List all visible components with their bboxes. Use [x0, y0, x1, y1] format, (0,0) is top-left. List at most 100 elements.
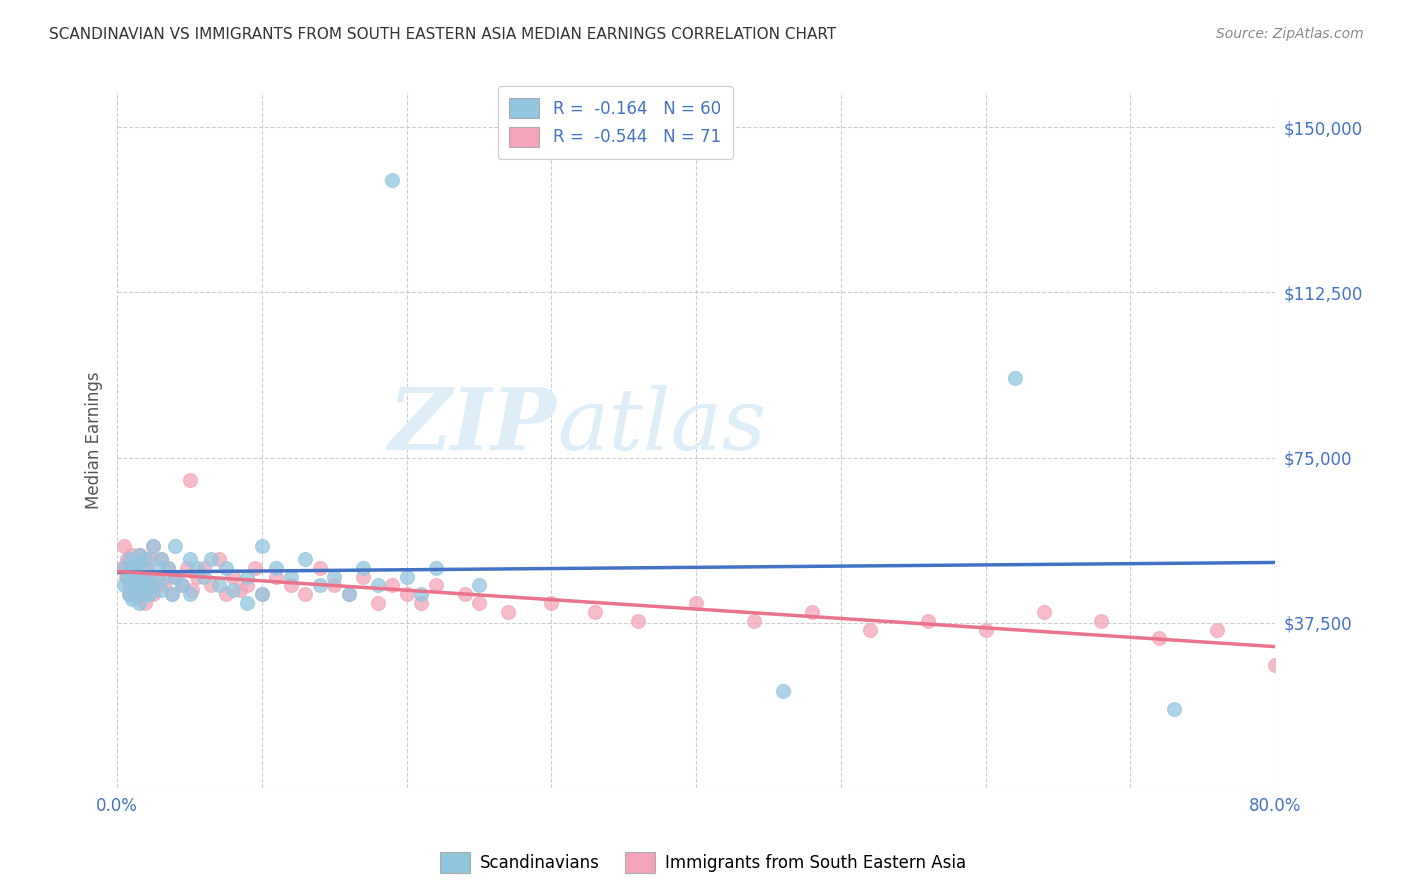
Point [160, 587, 183, 601]
Point [149, 582, 172, 597]
Point [152, 569, 174, 583]
Point [215, 587, 238, 601]
Point [112, 561, 135, 575]
Point [200, 578, 222, 592]
Point [124, 578, 146, 592]
Point [179, 587, 201, 601]
Point [152, 578, 174, 592]
Point [128, 574, 150, 588]
Point [266, 569, 288, 583]
Point [236, 596, 259, 610]
Point [294, 587, 316, 601]
Point [128, 596, 150, 610]
Point [1264, 657, 1286, 672]
Text: atlas: atlas [557, 384, 766, 467]
Point [134, 587, 156, 601]
Point [425, 578, 447, 592]
Y-axis label: Median Earnings: Median Earnings [86, 371, 103, 508]
Point [229, 582, 252, 597]
Point [127, 557, 149, 571]
Point [222, 582, 245, 597]
Point [142, 587, 165, 601]
Point [165, 569, 187, 583]
Point [138, 569, 160, 583]
Point [132, 561, 155, 575]
Point [801, 605, 824, 619]
Point [138, 578, 160, 592]
Point [142, 539, 165, 553]
Point [121, 548, 143, 562]
Point [120, 574, 142, 588]
Point [179, 473, 201, 487]
Point [115, 569, 138, 583]
Point [142, 578, 165, 592]
Point [134, 596, 156, 610]
Point [236, 569, 259, 583]
Point [121, 578, 143, 592]
Point [308, 561, 330, 575]
Point [337, 587, 360, 601]
Point [352, 561, 374, 575]
Point [468, 596, 491, 610]
Point [266, 561, 288, 575]
Point [149, 552, 172, 566]
Point [772, 684, 794, 698]
Point [1149, 632, 1171, 646]
Text: SCANDINAVIAN VS IMMIGRANTS FROM SOUTH EASTERN ASIA MEDIAN EARNINGS CORRELATION C: SCANDINAVIAN VS IMMIGRANTS FROM SOUTH EA… [49, 27, 837, 42]
Point [172, 578, 194, 592]
Point [117, 552, 139, 566]
Point [280, 569, 302, 583]
Point [125, 557, 148, 571]
Point [117, 569, 139, 583]
Point [540, 596, 562, 610]
Point [411, 596, 433, 610]
Point [181, 582, 204, 597]
Point [112, 578, 135, 592]
Point [135, 578, 157, 592]
Point [352, 569, 374, 583]
Point [124, 566, 146, 580]
Point [118, 587, 141, 601]
Point [395, 587, 418, 601]
Point [250, 587, 273, 601]
Point [453, 587, 475, 601]
Point [1090, 614, 1112, 628]
Point [280, 578, 302, 592]
Point [974, 623, 997, 637]
Text: ZIP: ZIP [389, 384, 557, 467]
Point [131, 569, 153, 583]
Point [142, 539, 165, 553]
Point [135, 552, 157, 566]
Point [176, 561, 198, 575]
Point [186, 569, 208, 583]
Point [367, 596, 389, 610]
Point [250, 587, 273, 601]
Point [193, 569, 215, 583]
Point [308, 578, 330, 592]
Point [165, 569, 187, 583]
Text: Source: ZipAtlas.com: Source: ZipAtlas.com [1216, 27, 1364, 41]
Point [156, 561, 179, 575]
Point [172, 578, 194, 592]
Point [129, 548, 152, 562]
Point [294, 552, 316, 566]
Point [468, 578, 491, 592]
Point [583, 605, 606, 619]
Point [337, 587, 360, 601]
Legend: R =  -0.164   N = 60, R =  -0.544   N = 71: R = -0.164 N = 60, R = -0.544 N = 71 [498, 87, 733, 159]
Point [146, 569, 169, 583]
Point [193, 561, 215, 575]
Point [156, 561, 179, 575]
Point [917, 614, 939, 628]
Legend: Scandinavians, Immigrants from South Eastern Asia: Scandinavians, Immigrants from South Eas… [433, 846, 973, 880]
Point [128, 582, 150, 597]
Point [135, 561, 157, 575]
Point [236, 578, 259, 592]
Point [121, 561, 143, 575]
Point [685, 596, 707, 610]
Point [1004, 371, 1026, 385]
Point [222, 569, 245, 583]
Point [131, 582, 153, 597]
Point [124, 566, 146, 580]
Point [118, 578, 141, 592]
